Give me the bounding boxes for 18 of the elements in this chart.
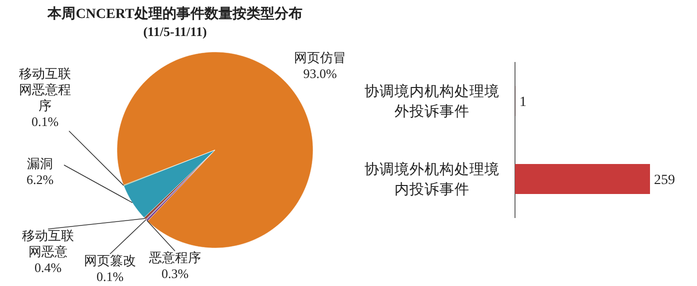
chart-subtitle: (11/5-11/11): [143, 24, 207, 39]
data-label: 259: [654, 173, 675, 188]
slice-label: 网页仿冒: [294, 50, 346, 65]
slice-label: 移动互联网恶意: [22, 228, 74, 259]
slice-label: 漏洞: [27, 156, 53, 171]
chart-title: 本周CNCERT处理的事件数量按类型分布: [46, 6, 302, 22]
slice-label: 恶意程序: [148, 250, 201, 265]
slice-label: 移动互联网恶意程序: [19, 66, 71, 113]
slice-label: 网页篡改: [84, 253, 136, 268]
data-label: 0.1%: [96, 269, 124, 284]
data-label: 6.2%: [26, 172, 54, 187]
data-label: 1: [520, 95, 527, 110]
data-label: 0.4%: [34, 260, 62, 275]
data-label: 0.3%: [161, 266, 189, 281]
data-label: 93.0%: [303, 66, 337, 81]
data-label: 0.1%: [31, 114, 59, 129]
y-tick-label: 协调境外机构处理境内投诉事件: [364, 161, 500, 198]
y-tick-label: 协调境内机构处理境外投诉事件: [364, 83, 500, 120]
